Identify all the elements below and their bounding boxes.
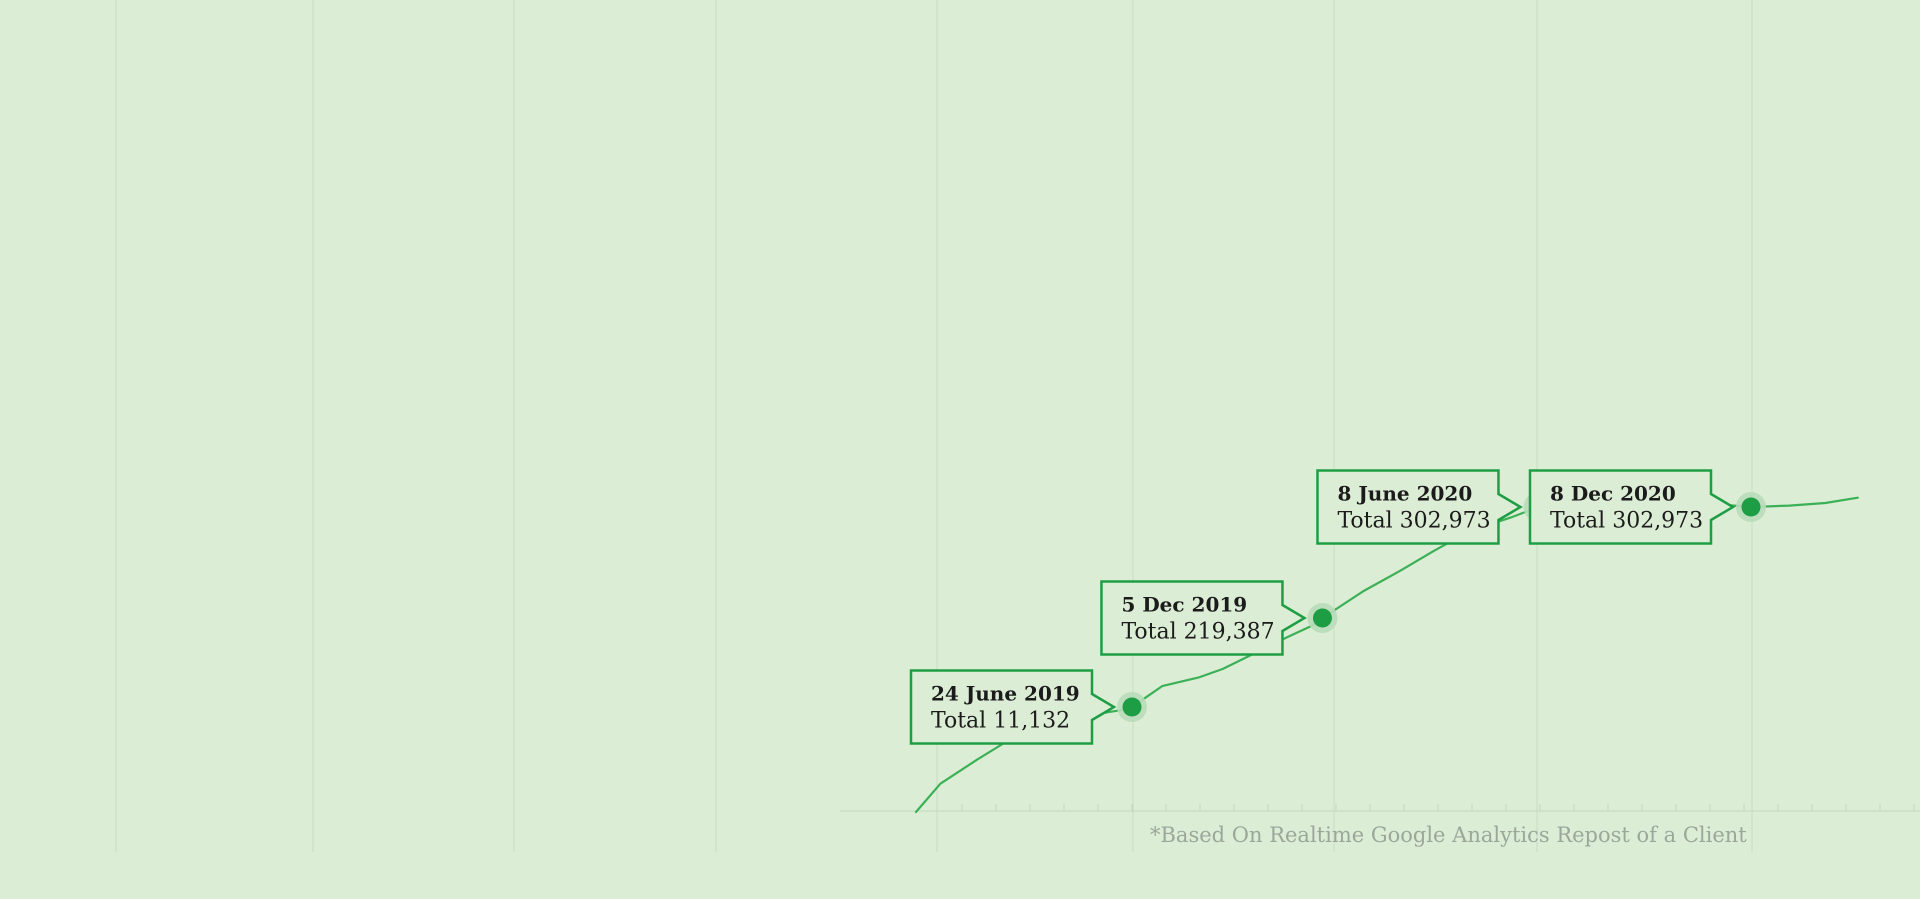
callout-total-label: Total 219,387 (1121, 620, 1274, 645)
callout-3: 8 Dec 2020 Total 302,973 (1528, 469, 1736, 545)
marker-dot-1 (1312, 608, 1332, 628)
callout-box-0 (909, 669, 1117, 745)
vertical-gridlines (115, 0, 1753, 852)
callout-total-label: Total 302,973 (1337, 509, 1490, 534)
callout-date-label: 8 Dec 2020 (1550, 482, 1676, 506)
callout-date-label: 5 Dec 2019 (1121, 593, 1247, 617)
callout-0: 24 June 2019 Total 11,132 (909, 669, 1117, 745)
marker-dot-0 (1122, 697, 1142, 717)
x-axis (840, 804, 1920, 812)
callout-1: 5 Dec 2019 Total 219,387 (1100, 580, 1307, 656)
chart-footnote: *Based On Realtime Google Analytics Repo… (1150, 823, 1747, 847)
series-layer (914, 496, 1859, 814)
callout-box-1 (1100, 580, 1307, 656)
callout-total-label: Total 11,132 (931, 709, 1070, 734)
annotation-callouts: 24 June 2019 Total 11,132 5 Dec 2019 Total … (909, 469, 1736, 745)
callout-total-label: Total 302,973 (1550, 509, 1703, 534)
callout-box-2 (1316, 469, 1523, 545)
series-line-0 (914, 496, 1859, 814)
callout-date-label: 24 June 2019 (931, 682, 1080, 706)
callout-2: 8 June 2020 Total 302,973 (1316, 469, 1523, 545)
marker-dot-3 (1741, 497, 1761, 517)
callout-box-3 (1528, 469, 1736, 545)
callout-date-label: 8 June 2020 (1337, 482, 1472, 506)
